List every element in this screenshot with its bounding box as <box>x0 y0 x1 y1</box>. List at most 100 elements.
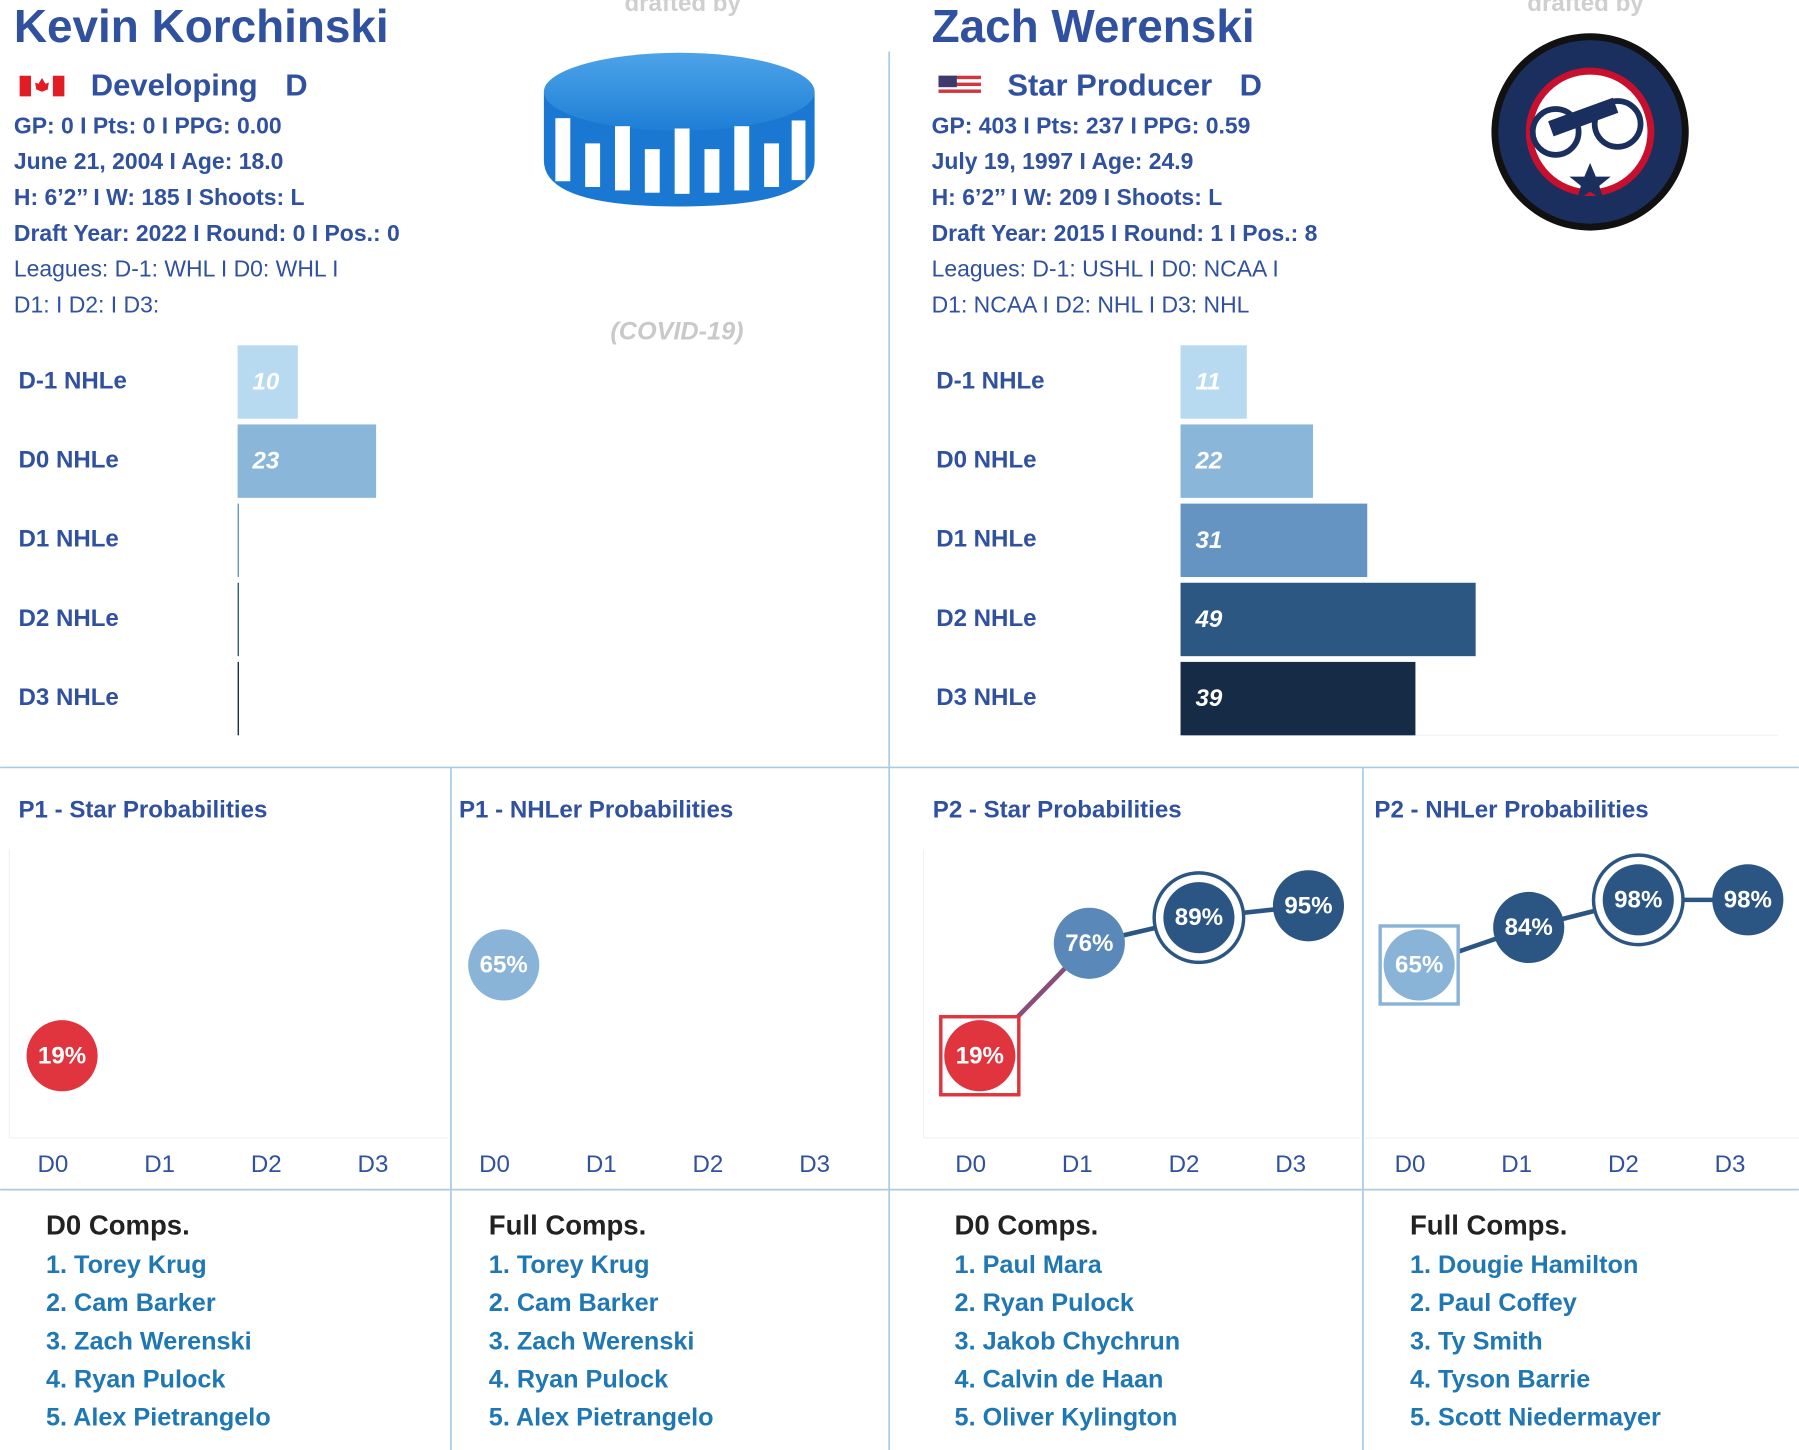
comp-item: 3. Jakob Chychrun <box>955 1327 1181 1355</box>
comp-item: 1. Dougie Hamilton <box>1410 1251 1638 1279</box>
bar-label: D-1 NHLe <box>18 367 126 394</box>
info-line: D1: NCAA I D2: NHL I D3: NHL <box>932 291 1250 317</box>
flag-canada <box>19 75 65 97</box>
x-tick-label: D2 <box>1169 1151 1200 1178</box>
logo-wheel <box>1591 98 1644 150</box>
puck-bar <box>585 143 601 187</box>
comps-title: D0 Comps. <box>955 1210 1099 1241</box>
bar-value: 39 <box>1195 685 1222 712</box>
chart-title: P1 - NHLer Probabilities <box>459 796 733 823</box>
bar-value: 11 <box>1195 369 1220 396</box>
logo-wheel <box>1529 106 1582 158</box>
bar <box>237 424 377 498</box>
logo-star <box>1569 162 1611 201</box>
point <box>1712 864 1784 936</box>
bar-label: D3 NHLe <box>936 684 1036 711</box>
comp-item: 4. Calvin de Haan <box>955 1365 1164 1393</box>
bar-value: 22 <box>1194 448 1222 475</box>
point-label: 89% <box>1175 904 1223 931</box>
point-label: 98% <box>1614 886 1662 913</box>
bar-label: D0 NHLe <box>936 447 1036 474</box>
info-line: GP: 0 I Pts: 0 I PPG: 0.00 <box>14 112 282 138</box>
bar <box>237 503 239 578</box>
comp-item: 2. Ryan Pulock <box>955 1289 1135 1317</box>
point <box>1163 882 1235 954</box>
bar-label: D3 NHLe <box>18 684 118 711</box>
comp-item: 1. Torey Krug <box>489 1251 650 1279</box>
point <box>1602 864 1674 936</box>
bar-label: D-1 NHLe <box>936 367 1044 394</box>
puck-top <box>543 52 815 131</box>
info-line: Draft Year: 2015 I Round: 1 I Pos.: 8 <box>932 220 1318 246</box>
position: D <box>1240 67 1262 102</box>
logo-cannon <box>1548 97 1619 137</box>
comps-title: D0 Comps. <box>46 1210 190 1241</box>
flag-part <box>938 75 981 80</box>
puck-bars <box>555 118 806 194</box>
info-line: July 19, 1997 I Age: 24.9 <box>932 148 1194 174</box>
drafted-by: drafted by <box>624 0 741 17</box>
comp-item: 3. Ty Smith <box>1410 1327 1543 1355</box>
point-label: 19% <box>38 1042 86 1069</box>
status: Star Producer <box>1007 67 1212 102</box>
puck-bar <box>764 143 780 187</box>
puck-bar <box>555 118 571 182</box>
comp-item: 3. Zach Werenski <box>489 1327 695 1355</box>
bar-value: 23 <box>252 448 280 475</box>
info-line: GP: 403 I Pts: 237 I PPG: 0.59 <box>932 112 1251 138</box>
x-tick-label: D0 <box>1395 1151 1426 1178</box>
comp-item: 2. Cam Barker <box>489 1289 659 1317</box>
point <box>1053 907 1125 979</box>
flag-part <box>938 89 981 93</box>
x-tick-label: D2 <box>1608 1151 1639 1178</box>
x-tick-label: D0 <box>955 1151 986 1178</box>
puck-bar <box>734 126 750 191</box>
bar-label: D0 NHLe <box>18 447 118 474</box>
point-label: 65% <box>480 951 528 978</box>
chart-title: P2 - NHLer Probabilities <box>1374 796 1648 823</box>
info-line: Leagues: D-1: WHL I D0: WHL I <box>14 256 339 282</box>
bar <box>1180 582 1476 657</box>
bar-label: D2 NHLe <box>18 605 118 632</box>
x-tick-label: D3 <box>1715 1151 1746 1178</box>
point-label: 95% <box>1284 892 1332 919</box>
comp-item: 4. Tyson Barrie <box>1410 1365 1590 1393</box>
comp-item: 3. Zach Werenski <box>46 1327 252 1355</box>
comp-item: 5. Alex Pietrangelo <box>46 1403 271 1431</box>
bar <box>1180 503 1368 578</box>
flag-leaf <box>35 78 49 92</box>
comp-item: 4. Ryan Pulock <box>489 1365 669 1393</box>
chart-title: P2 - Star Probabilities <box>933 796 1182 823</box>
player-name: Kevin Korchinski <box>14 0 389 52</box>
flag-part <box>52 75 65 97</box>
bar <box>1180 424 1314 498</box>
note: (COVID-19) <box>610 317 743 345</box>
bar-label: D1 NHLe <box>18 526 118 553</box>
comp-item: 1. Paul Mara <box>955 1251 1103 1279</box>
info-line: Draft Year: 2022 I Round: 0 I Pos.: 0 <box>14 220 400 246</box>
comp-item: 5. Alex Pietrangelo <box>489 1403 714 1431</box>
flag-usa <box>938 75 981 97</box>
comp-item: 2. Paul Coffey <box>1410 1289 1577 1317</box>
bar-label: D2 NHLe <box>936 605 1036 632</box>
drafted-by: drafted by <box>1527 0 1644 17</box>
puck-logo <box>543 52 815 207</box>
bar <box>237 661 239 736</box>
x-tick-label: D1 <box>144 1151 175 1178</box>
x-tick-label: D2 <box>693 1151 724 1178</box>
point <box>1383 929 1455 1001</box>
x-tick-label: D1 <box>586 1151 617 1178</box>
flag-part <box>19 75 32 97</box>
comp-item: 2. Cam Barker <box>46 1289 216 1317</box>
info-line: June 21, 2004 I Age: 18.0 <box>14 148 283 174</box>
bar <box>1180 345 1247 419</box>
puck-bar <box>791 120 806 181</box>
dividers <box>0 51 1799 1450</box>
team-logo <box>1491 33 1689 231</box>
x-tick-label: D3 <box>799 1151 830 1178</box>
point-label: 84% <box>1505 914 1553 941</box>
puck-bar <box>674 128 690 194</box>
x-tick-label: D2 <box>251 1151 282 1178</box>
player-name: Zach Werenski <box>932 0 1255 52</box>
